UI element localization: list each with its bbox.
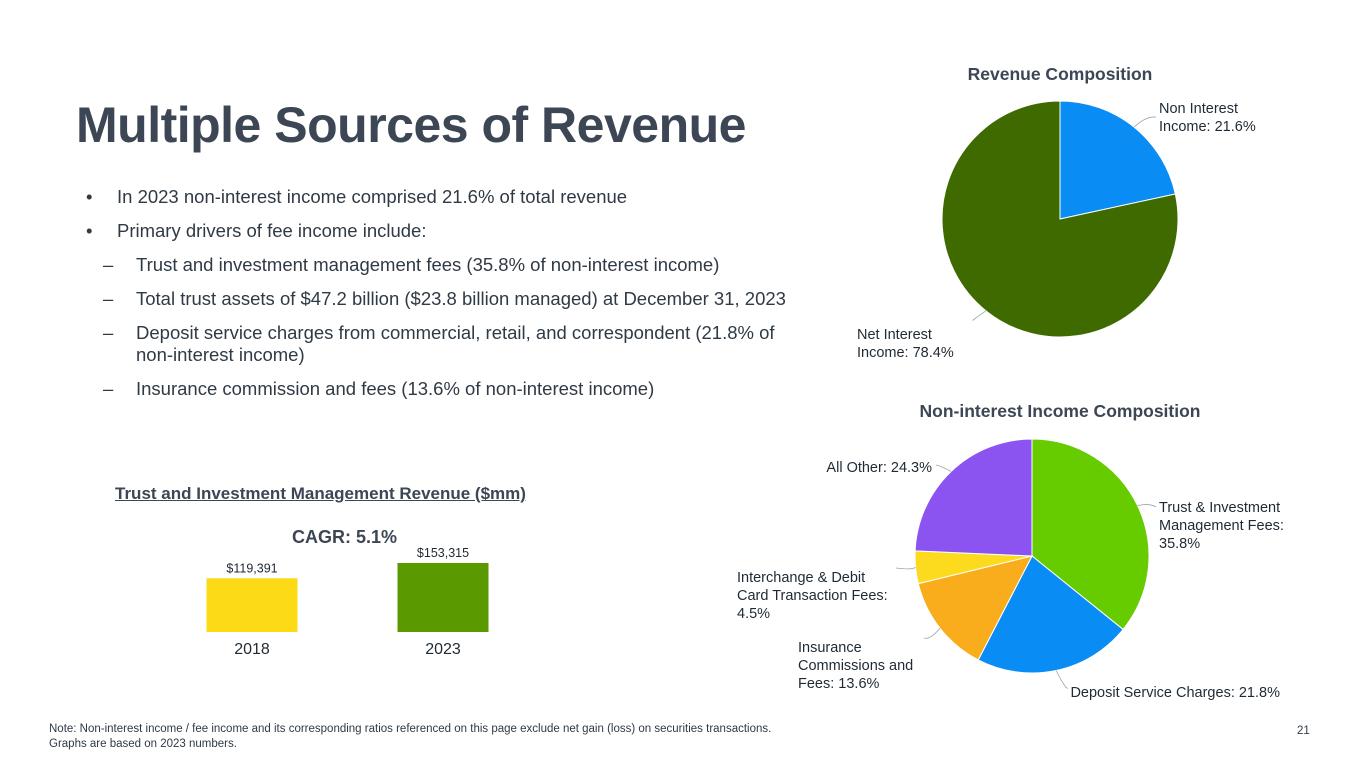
footnote-line: Graphs are based on 2023 numbers.: [49, 738, 237, 750]
bar-2023: [397, 563, 489, 632]
revenue-pie-slice-label: Non Interest Income: 21.6%: [1159, 101, 1256, 135]
non-interest-pie-slice-label: Interchange & Debit Card Transaction Fees…: [737, 570, 888, 622]
bar-chart-title: Trust and Investment Management Revenue …: [115, 484, 526, 503]
revenue-pie-leader-line: [1133, 116, 1157, 128]
revenue-pie-slice-label: Net Interest Income: 78.4%: [857, 327, 954, 361]
bullet-text: Total trust assets of $47.2 billion ($23…: [136, 288, 786, 309]
non-interest-pie-slice-label: Insurance Commissions and Fees: 13.6%: [798, 640, 913, 692]
page-title: Multiple Sources of Revenue: [76, 97, 746, 153]
sub-bullet-item: – Total trust assets of $47.2 billion ($2…: [86, 288, 786, 310]
footnote-line: Note: Non-interest income / fee income a…: [49, 723, 772, 735]
sub-bullet-item: – Trust and investment management fees (3…: [86, 254, 786, 276]
revenue-pie-title: Revenue Composition: [968, 64, 1153, 84]
sub-bullet-item: – Insurance commission and fees (13.6% of…: [86, 378, 786, 400]
non-interest-pie-slice-label: All Other: 24.3%: [826, 460, 932, 476]
bar-category-label: 2023: [425, 641, 461, 658]
sub-bullet-item: – Deposit service charges from commercial…: [86, 322, 786, 366]
bullet-text: Primary drivers of fee income include:: [117, 220, 427, 241]
non-interest-pie-leader-line: [895, 567, 916, 570]
bullet-text: Trust and investment management fees (35…: [136, 254, 720, 275]
non-interest-pie-title: Non-interest Income Composition: [920, 401, 1201, 421]
bullet-text: Deposit service charges from commercial,…: [136, 322, 775, 365]
bar-category-label: 2018: [234, 641, 270, 658]
bullet-marker: –: [103, 254, 114, 275]
revenue-pie-slice: [941, 100, 1179, 338]
bullet-marker: –: [103, 288, 114, 309]
non-interest-pie-slice-label: Deposit Service Charges: 21.8%: [1070, 685, 1280, 701]
bullet-text: Insurance commission and fees (13.6% of …: [136, 378, 655, 399]
non-interest-pie-slice: [914, 438, 1033, 557]
bar-value-label: $153,315: [417, 546, 469, 560]
footnote: Note: Non-interest income / fee income a…: [49, 722, 771, 752]
non-interest-pie-leader-line: [1055, 670, 1069, 689]
non-interest-pie-slice-label: Trust & Investment Management Fees: 35.8%: [1159, 500, 1284, 552]
bullet-list: • In 2023 non-interest income comprised 2…: [86, 186, 786, 412]
bullet-item: • Primary drivers of fee income include:: [86, 220, 786, 242]
bullet-marker: –: [103, 378, 114, 399]
bullet-text: In 2023 non-interest income comprised 21…: [117, 186, 628, 207]
bullet-item: • In 2023 non-interest income comprised 2…: [86, 186, 786, 208]
bullet-marker: •: [86, 220, 93, 241]
non-interest-pie-leader-line: [1137, 504, 1157, 508]
non-interest-pie-leader-line: [935, 464, 952, 472]
bullet-marker: –: [103, 322, 114, 343]
bar-value-label: $119,391: [226, 561, 277, 575]
non-interest-pie-slice: [1031, 438, 1150, 631]
bullet-marker: •: [86, 186, 93, 207]
bar-2018: [206, 578, 298, 632]
revenue-pie-leader-line: [972, 310, 987, 321]
cagr-label: CAGR: 5.1%: [292, 527, 398, 547]
page-number: 21: [1297, 725, 1310, 737]
non-interest-pie-leader-line: [923, 628, 941, 639]
